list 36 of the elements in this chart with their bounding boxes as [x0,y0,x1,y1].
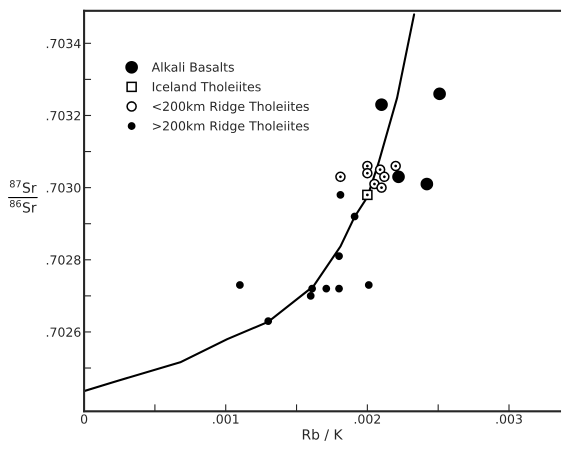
y-tick-label: .7034 [46,38,81,48]
point [336,190,344,199]
point [392,170,405,184]
point [322,284,330,293]
point [420,178,434,190]
point [335,284,343,293]
y-tick-label: .7028 [46,255,80,265]
x-tick-label: .003 [496,414,522,424]
legend-label: Alkali Basalts [152,62,234,72]
point [376,182,387,193]
x-axis-title: Rb / K [302,428,343,441]
point [364,281,373,289]
point [264,317,272,326]
x-tick-label: 0 [80,414,88,424]
x-tick-label: .001 [213,414,238,424]
point [308,284,316,293]
point [362,168,373,178]
line-series [84,13,416,392]
point [335,172,346,182]
point [433,88,446,100]
point [362,190,373,200]
legend-label: >200km Ridge Tholeiites [152,120,309,134]
x-tick-label: .002 [354,414,380,424]
y-tick-label: .7026 [46,327,81,337]
point [306,292,315,300]
y-axis-title: $^{87}$Sr $^{86}$Sr [10,180,37,213]
legend-label: <200km Ridge Tholeiites [152,101,309,114]
point [335,252,343,260]
y-tick-label: .7030 [46,183,80,193]
legend-label: Iceland Tholeiites [152,82,261,92]
point [375,98,388,111]
point [379,172,390,182]
y-tick-label: .7032 [46,110,80,120]
point [350,212,359,220]
point [390,160,401,172]
point [236,281,244,289]
